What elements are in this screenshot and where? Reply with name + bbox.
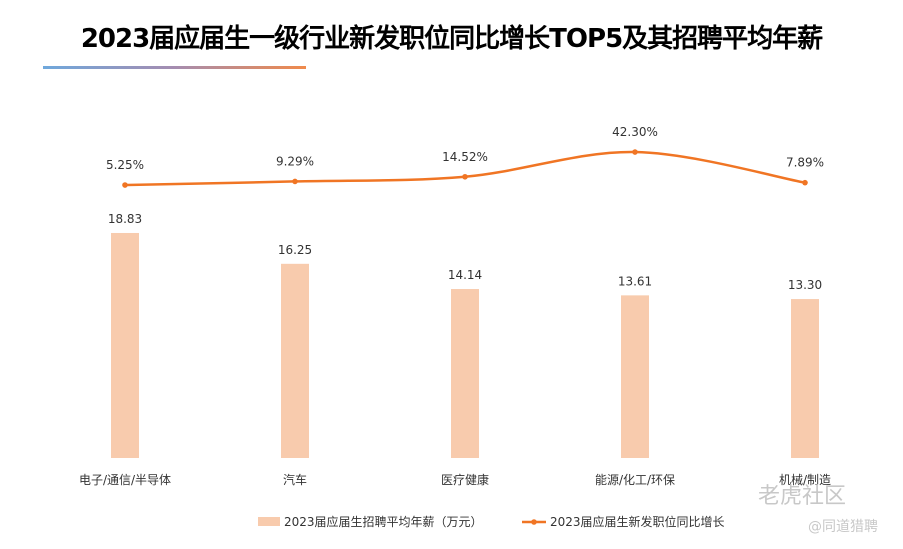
legend-bar-label: 2023届应届生招聘平均年薪（万元） bbox=[284, 514, 483, 529]
line-data-label: 42.30% bbox=[612, 125, 658, 139]
watermark: 老虎社区 bbox=[758, 484, 847, 509]
bar-data-label: 13.30 bbox=[788, 278, 822, 292]
line-point bbox=[292, 178, 298, 185]
legend-bar-swatch bbox=[258, 517, 280, 526]
line-data-label: 14.52% bbox=[442, 150, 488, 164]
x-tick-label: 机械/制造 bbox=[779, 472, 831, 487]
watermark-sub: @同道猎聘 bbox=[808, 519, 878, 535]
line-point bbox=[802, 179, 808, 186]
x-tick-label: 汽车 bbox=[283, 472, 307, 487]
line-data-label: 9.29% bbox=[276, 154, 314, 168]
x-tick-label: 电子/通信/半导体 bbox=[79, 473, 171, 487]
line-point bbox=[462, 173, 468, 180]
bar bbox=[111, 232, 139, 458]
x-tick-label: 能源/化工/环保 bbox=[595, 473, 675, 487]
line-point bbox=[122, 182, 128, 188]
line-data-label: 5.25% bbox=[106, 158, 144, 172]
bar-data-label: 13.61 bbox=[618, 274, 652, 288]
line-data-label: 7.89% bbox=[786, 156, 824, 170]
bar-data-label: 18.83 bbox=[108, 212, 142, 226]
chart-title: 2023届应届生一级行业新发职位同比增长TOP5及其招聘平均年薪 bbox=[80, 24, 823, 54]
bar-data-label: 16.25 bbox=[278, 243, 312, 257]
bar bbox=[281, 263, 309, 458]
title-underline bbox=[43, 66, 306, 69]
x-tick-label: 医疗健康 bbox=[441, 472, 489, 487]
bar bbox=[621, 295, 649, 458]
legend-line-marker bbox=[531, 519, 537, 525]
bar bbox=[451, 289, 479, 458]
line-point bbox=[632, 149, 638, 155]
legend-line-label: 2023届应届生新发职位同比增长 bbox=[550, 514, 725, 529]
bar-data-label: 14.14 bbox=[448, 268, 482, 282]
bar bbox=[791, 299, 819, 458]
